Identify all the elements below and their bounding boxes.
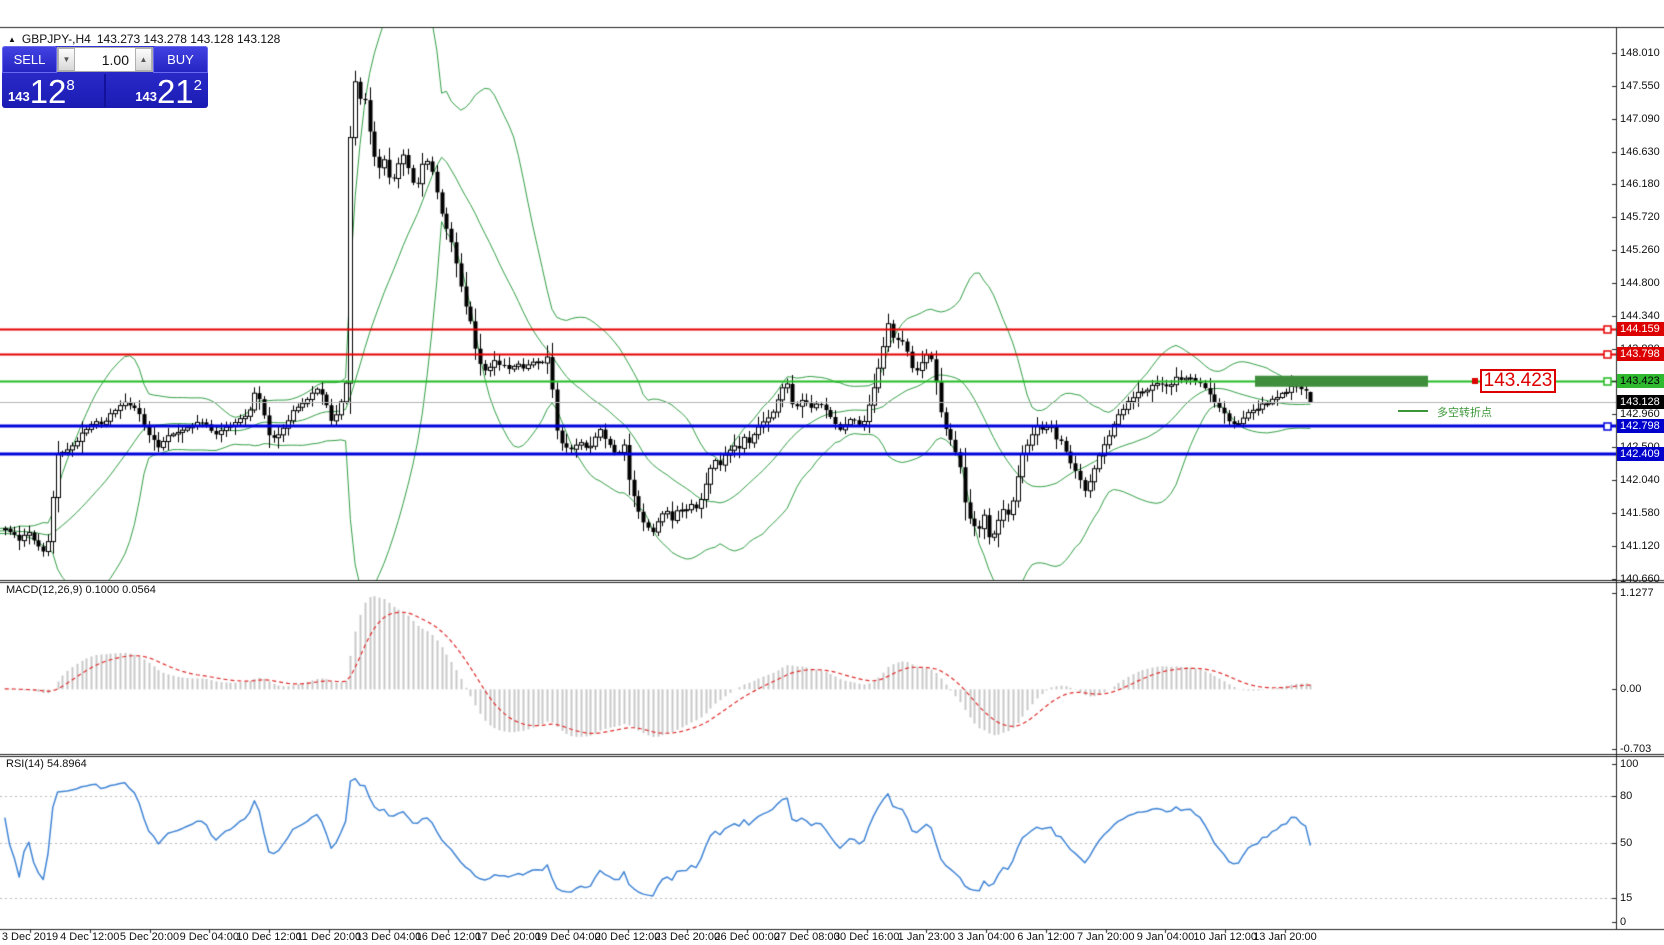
price-tag-143-128[interactable]: 143.128 bbox=[1617, 395, 1664, 410]
macd-tick-label: -0.703 bbox=[1620, 743, 1652, 756]
macd-tick-label: 0.00 bbox=[1620, 683, 1642, 696]
buy-button[interactable]: BUY bbox=[153, 46, 208, 73]
volume-field[interactable]: ▼ 1.00 ▲ bbox=[57, 47, 153, 72]
time-tick-label: 5 Dec 20:00 bbox=[119, 931, 180, 943]
time-tick-label: 16 Dec 12:00 bbox=[415, 931, 482, 943]
price-tick-label: 147.550 bbox=[1620, 79, 1660, 92]
time-tick-label: 26 Dec 00:00 bbox=[714, 931, 780, 943]
rsi-tick-label: 100 bbox=[1620, 757, 1639, 770]
buy-price-big: 21 bbox=[156, 73, 194, 110]
buy-price-sup: 2 bbox=[193, 77, 202, 94]
macd-tick-label: 1.1277 bbox=[1620, 586, 1654, 599]
time-tick-label: 1 Jan 23:00 bbox=[897, 931, 956, 943]
annotation-dash bbox=[1398, 410, 1428, 412]
sell-button[interactable]: SELL bbox=[2, 46, 57, 73]
sell-price-big: 12 bbox=[29, 73, 67, 110]
chart-title: ▲ GBPJPY-,H4 143.273 143.278 143.128 143… bbox=[8, 32, 280, 46]
price-tick-label: 146.180 bbox=[1620, 177, 1660, 190]
time-tick-label: 17 Dec 20:00 bbox=[475, 931, 541, 943]
price-tick-label: 144.340 bbox=[1620, 309, 1660, 322]
price-tick-label: 144.800 bbox=[1620, 276, 1660, 289]
volume-increase-button[interactable]: ▲ bbox=[135, 48, 152, 71]
collapse-triangle-icon[interactable]: ▲ bbox=[8, 34, 16, 44]
time-tick-label: 7 Jan 20:00 bbox=[1076, 931, 1135, 943]
annotation-text[interactable]: 多空转折点 bbox=[1437, 407, 1492, 419]
time-tick-label: 3 Jan 04:00 bbox=[957, 931, 1015, 943]
price-tick-label: 140.660 bbox=[1620, 572, 1660, 585]
rsi-tick-label: 50 bbox=[1620, 837, 1633, 849]
price-tag-142-798[interactable]: 142.798 bbox=[1617, 418, 1664, 433]
price-tick-label: 147.090 bbox=[1620, 112, 1660, 125]
price-callout-label[interactable]: 143.423 bbox=[1480, 369, 1556, 393]
time-tick-label: 4 Dec 12:00 bbox=[60, 931, 120, 943]
time-tick-label: 23 Dec 20:00 bbox=[654, 931, 721, 943]
price-tick-label: 146.630 bbox=[1620, 145, 1660, 158]
time-tick-label: 13 Jan 20:00 bbox=[1253, 931, 1317, 943]
sell-price-sup: 8 bbox=[66, 77, 75, 94]
price-tick-label: 148.010 bbox=[1620, 47, 1660, 60]
macd-label: MACD(12,26,9) 0.1000 0.0564 bbox=[6, 584, 156, 596]
time-tick-label: 6 Jan 12:00 bbox=[1017, 931, 1075, 943]
buy-price-prefix: 143 bbox=[135, 89, 157, 104]
price-tag-142-409[interactable]: 142.409 bbox=[1617, 446, 1664, 461]
buy-price[interactable]: 143 21 2 bbox=[135, 73, 202, 108]
time-tick-label: 10 Jan 12:00 bbox=[1193, 931, 1258, 943]
time-tick-label: 20 Dec 12:00 bbox=[594, 931, 661, 943]
rsi-tick-label: 80 bbox=[1620, 789, 1633, 802]
time-tick-label: 27 Dec 08:00 bbox=[774, 931, 840, 943]
time-tick-label: 10 Dec 12:00 bbox=[236, 931, 302, 943]
price-tick-label: 145.260 bbox=[1620, 243, 1660, 256]
price-tag-144-159[interactable]: 144.159 bbox=[1617, 321, 1664, 336]
price-tick-label: 142.040 bbox=[1620, 474, 1660, 487]
sell-price-prefix: 143 bbox=[8, 89, 30, 104]
volume-decrease-button[interactable]: ▼ bbox=[58, 48, 75, 71]
price-tick-label: 142.960 bbox=[1620, 408, 1660, 421]
price-tick-label: 141.580 bbox=[1620, 507, 1660, 520]
one-click-trading-panel: SELL ▼ 1.00 ▲ BUY 143 12 8 143 21 2 bbox=[2, 46, 208, 108]
time-tick-label: 9 Jan 04:00 bbox=[1136, 931, 1195, 943]
volume-value: 1.00 bbox=[101, 51, 129, 68]
price-tick-label: 141.120 bbox=[1620, 540, 1660, 552]
sell-price[interactable]: 143 12 8 bbox=[8, 73, 75, 108]
time-tick-label: 30 Dec 16:00 bbox=[833, 931, 900, 943]
symbol-period-label: GBPJPY-,H4 bbox=[21, 32, 91, 46]
time-tick-label: 11 Dec 20:00 bbox=[296, 931, 362, 943]
time-tick-label: 9 Dec 04:00 bbox=[179, 931, 239, 943]
ohlc-values: 143.273 143.278 143.128 143.128 bbox=[96, 32, 281, 46]
time-tick-label: 19 Dec 04:00 bbox=[535, 931, 601, 943]
time-tick-label: 3 Dec 2019 bbox=[1, 931, 59, 943]
price-tag-143-423[interactable]: 143.423 bbox=[1617, 374, 1664, 389]
rsi-tick-label: 0 bbox=[1620, 916, 1627, 929]
rsi-tick-label: 15 bbox=[1620, 892, 1633, 905]
price-tick-label: 145.720 bbox=[1620, 210, 1660, 223]
time-tick-label: 13 Dec 04:00 bbox=[355, 931, 422, 943]
rsi-label: RSI(14) 54.8964 bbox=[6, 758, 87, 770]
price-tag-143-798[interactable]: 143.798 bbox=[1617, 347, 1664, 362]
